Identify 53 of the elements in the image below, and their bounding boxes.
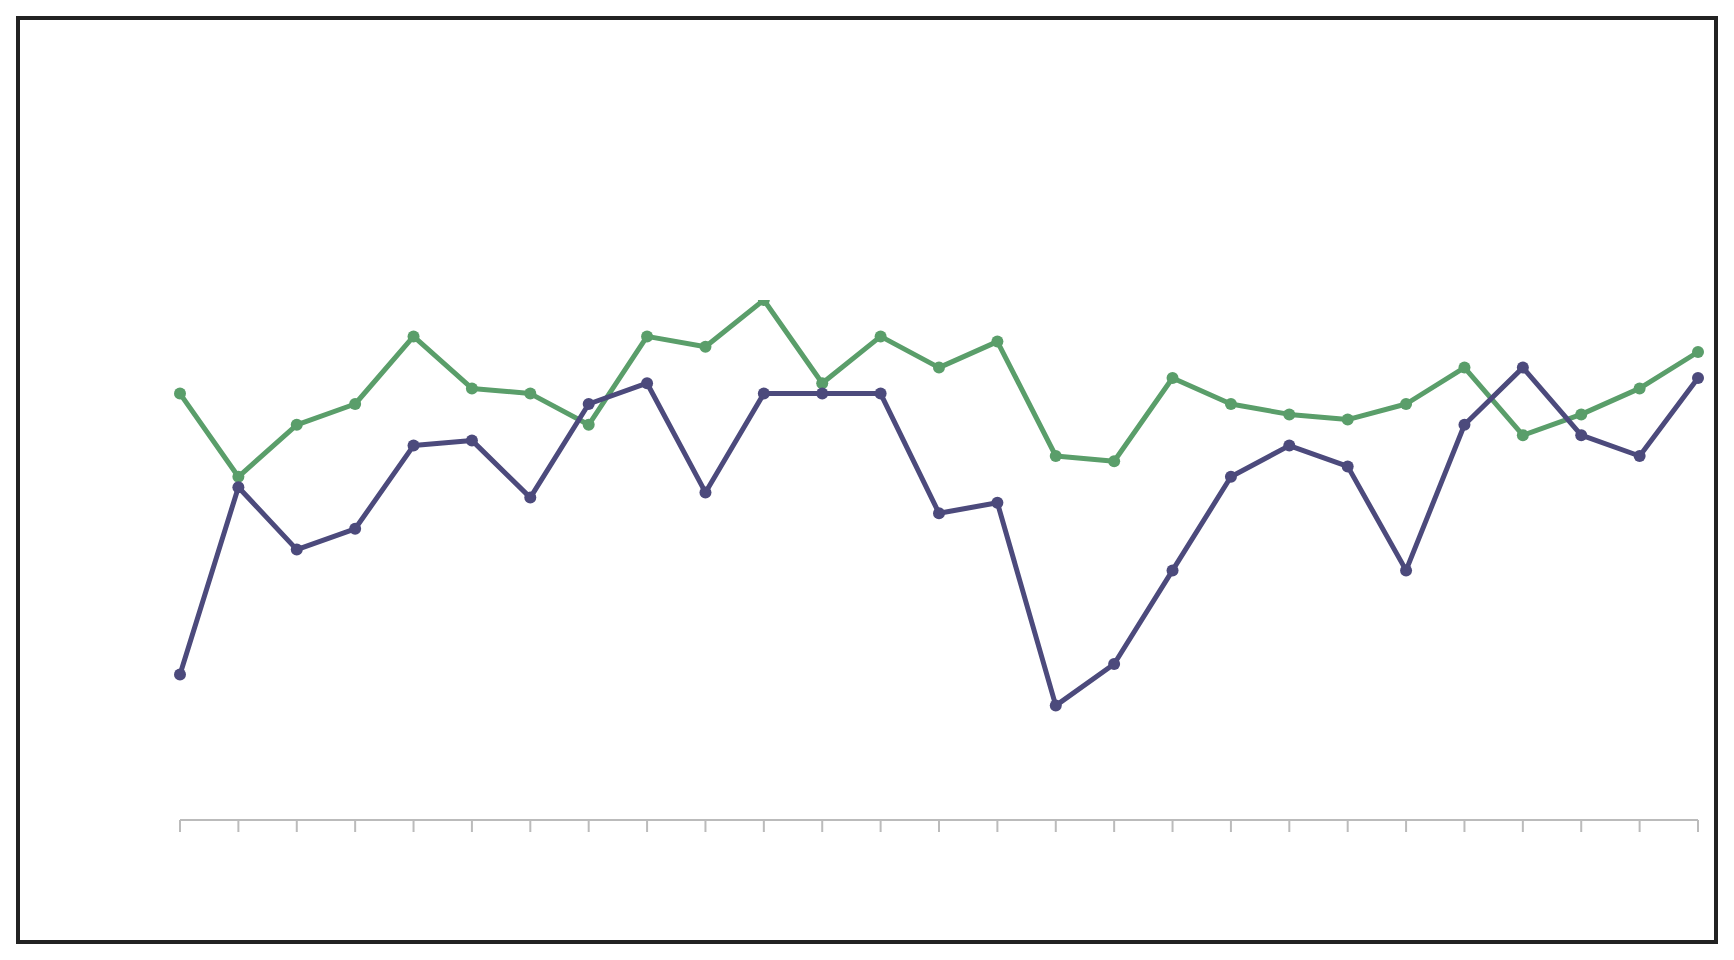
point — [349, 398, 362, 410]
point — [933, 361, 945, 374]
point — [1575, 429, 1588, 442]
point — [1458, 418, 1471, 431]
point — [1633, 450, 1646, 462]
point — [1692, 372, 1704, 384]
point — [1575, 408, 1588, 421]
point — [757, 387, 770, 400]
point — [1166, 372, 1179, 384]
point — [290, 543, 303, 556]
point — [232, 481, 245, 494]
point — [1224, 398, 1237, 410]
point — [1108, 658, 1121, 670]
point — [582, 418, 595, 431]
point — [232, 470, 245, 483]
point — [349, 522, 362, 535]
point — [1458, 361, 1471, 374]
point — [1283, 408, 1296, 421]
point — [407, 439, 420, 452]
point — [174, 668, 186, 681]
point — [991, 335, 1004, 348]
point — [407, 330, 420, 343]
point — [641, 330, 654, 343]
point — [1516, 429, 1529, 442]
point — [1400, 564, 1413, 577]
point — [874, 330, 887, 343]
point — [290, 418, 303, 431]
point — [933, 507, 945, 520]
point — [816, 377, 829, 390]
point — [465, 382, 478, 395]
point — [1224, 470, 1237, 483]
point — [524, 491, 537, 504]
point — [1166, 564, 1179, 577]
point — [1692, 346, 1704, 358]
point — [874, 387, 887, 400]
point — [1341, 413, 1354, 426]
point — [699, 486, 712, 499]
point — [1049, 699, 1062, 712]
point — [174, 387, 186, 400]
point — [641, 377, 654, 390]
point — [1108, 455, 1121, 468]
point — [1400, 398, 1413, 410]
point — [465, 434, 478, 447]
point — [1283, 439, 1296, 452]
point — [524, 387, 537, 400]
point — [582, 398, 595, 410]
point — [1341, 460, 1354, 473]
point — [1049, 450, 1062, 462]
point — [699, 340, 712, 353]
point — [1633, 382, 1646, 395]
point — [1516, 361, 1529, 374]
point — [991, 496, 1004, 509]
point — [816, 387, 829, 400]
